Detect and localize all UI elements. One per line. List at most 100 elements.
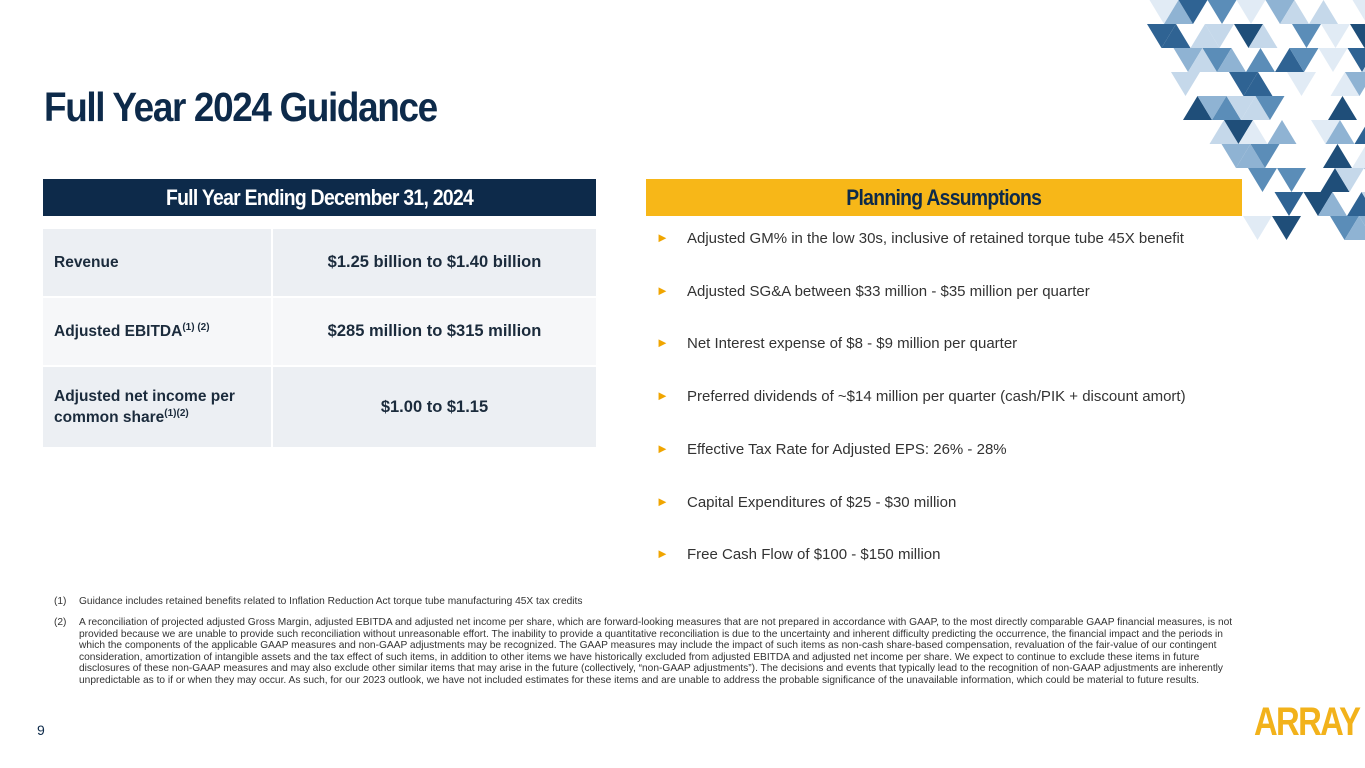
triangle (1197, 96, 1227, 120)
triangle (1274, 192, 1304, 216)
bullet-arrow: ► (656, 230, 669, 245)
bullet-arrow: ► (656, 282, 669, 298)
row-value: $285 million to $315 million (327, 322, 542, 340)
assumption-item: ► Adjusted GM% in the low 30s, inclusive … (656, 230, 1184, 247)
row-value: $1.00 to $1.15 (380, 397, 489, 416)
row-value: $1.25 billion to $1.40 billion (327, 253, 542, 271)
bullet-arrow: ► (656, 493, 669, 509)
table-row: Adjusted net income per common share(1)(… (43, 367, 596, 447)
assumption-item: ► Capital Expenditures of $25 - $30 milli… (656, 494, 956, 511)
label: Adjusted EBITDA (54, 323, 183, 340)
triangle (1321, 24, 1350, 48)
triangle (1202, 48, 1232, 72)
guidance-heading: Full Year Ending December 31, 2024 (43, 179, 596, 216)
triangle (1205, 24, 1234, 48)
bullet-arrow: ► (656, 335, 669, 351)
superscript: (1) (2) (182, 322, 210, 333)
assumption-item: ► Free Cash Flow of $100 - $150 million (656, 546, 940, 563)
triangle (1318, 192, 1347, 216)
heading-text: Planning Assumptions (846, 184, 1043, 210)
assumption-item: ► Adjusted SG&A between $33 million - $35… (656, 283, 1090, 300)
footnote-text: A reconciliation of projected adjusted G… (79, 617, 1233, 686)
assumption-text: Free Cash Flow of $100 - $150 million (687, 546, 941, 564)
triangle (1248, 168, 1277, 192)
triangle (1287, 72, 1316, 96)
assumptions-heading: Planning Assumptions (646, 179, 1242, 216)
row-label: Revenue (43, 229, 273, 296)
assumption-item: ► Net Interest expense of $8 - $9 million… (656, 335, 1017, 352)
triangle (1147, 24, 1176, 48)
triangle (1280, 0, 1309, 24)
triangle (1217, 48, 1246, 72)
triangle (1207, 0, 1237, 24)
assumption-text: Adjusted GM% in the low 30s, inclusive o… (687, 230, 1184, 247)
superscript: (1)(2) (164, 408, 189, 419)
assumption-text: Capital Expenditures of $25 - $30 millio… (687, 493, 957, 511)
triangle (1183, 96, 1212, 120)
triangle (1161, 24, 1191, 48)
triangle (1243, 72, 1273, 96)
triangle (1224, 120, 1253, 144)
triangle (1292, 24, 1321, 48)
assumption-text: Effective Tax Rate for Adjusted EPS: 26%… (687, 440, 1007, 458)
triangle (1330, 72, 1360, 96)
triangle (1323, 144, 1352, 168)
triangle (1347, 192, 1365, 216)
triangle (1303, 192, 1333, 216)
assumption-item: ► Effective Tax Rate for Adjusted EPS: 26… (656, 441, 1007, 458)
triangle (1164, 0, 1193, 24)
triangle (1221, 144, 1251, 168)
footnote: (1) Guidance includes retained benefits r… (54, 596, 1239, 608)
triangle (1328, 96, 1357, 120)
triangle (1265, 0, 1295, 24)
triangle (1335, 168, 1364, 192)
row-label: Adjusted net income per common share(1)(… (43, 367, 273, 447)
footnote-text: Guidance includes retained benefits rela… (79, 596, 583, 607)
table-row: Revenue $1.25 billion to $1.40 billion (43, 229, 596, 296)
triangle (1272, 216, 1301, 240)
triangle (1236, 0, 1266, 24)
triangle (1149, 0, 1179, 24)
triangle (1347, 48, 1365, 72)
triangle (1173, 48, 1203, 72)
triangle (1311, 120, 1340, 144)
table-row: Adjusted EBITDA(1) (2) $285 million to $… (43, 298, 596, 365)
triangle (1250, 144, 1280, 168)
bullet-arrow: ► (656, 388, 669, 404)
triangle (1361, 192, 1365, 198)
triangle (1190, 24, 1220, 48)
triangle (1178, 0, 1208, 24)
footnote: (2) A reconciliation of projected adjuste… (54, 617, 1239, 687)
triangle-decoration (1147, 0, 1365, 240)
triangle (1359, 216, 1365, 226)
triangle (1226, 96, 1256, 120)
triangle (1246, 48, 1275, 72)
triangle (1188, 48, 1217, 72)
label: Adjusted net income per common share (54, 388, 235, 426)
triangle (1309, 0, 1338, 24)
triangle (1354, 126, 1365, 144)
page-number: 9 (37, 722, 45, 738)
triangle (1330, 216, 1359, 240)
triangle (1236, 144, 1265, 168)
triangle (1243, 216, 1272, 240)
triangle (1275, 48, 1304, 72)
bullet-arrow: ► (656, 546, 669, 562)
triangle (1238, 120, 1268, 144)
marker: (2) (54, 617, 67, 628)
triangle (1289, 48, 1319, 72)
assumption-text: Net Interest expense of $8 - $9 million … (687, 335, 1018, 353)
marker: (1) (54, 596, 67, 607)
triangle (1212, 96, 1241, 120)
assumption-text: Preferred dividends of ~$14 million per … (687, 388, 1186, 406)
triangle (1248, 24, 1278, 48)
triangle (1241, 96, 1270, 120)
logo: ARRAY (1254, 700, 1361, 744)
triangle (1318, 48, 1348, 72)
triangle (1352, 146, 1365, 168)
bullet-arrow: ► (656, 440, 669, 456)
triangle (1171, 72, 1200, 96)
triangle (1277, 168, 1306, 192)
triangle (1345, 72, 1365, 96)
